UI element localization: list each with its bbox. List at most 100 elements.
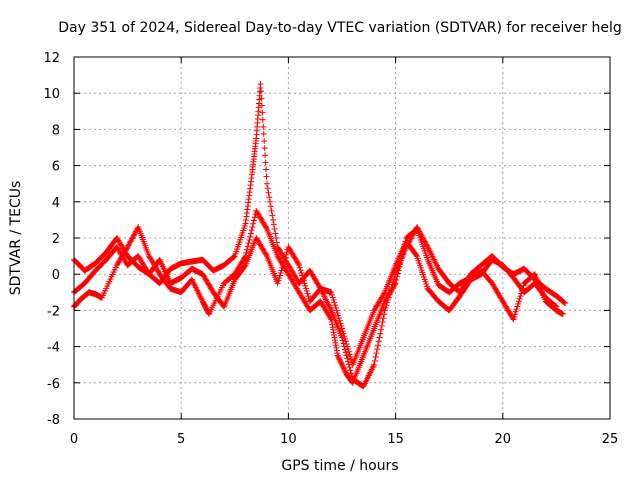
data-point-marker — [553, 303, 560, 310]
data-point-marker — [340, 330, 347, 337]
data-point-marker — [376, 334, 383, 341]
data-point-marker — [269, 212, 276, 219]
data-point-marker — [276, 275, 283, 282]
data-point-marker — [243, 249, 250, 256]
data-point-marker — [267, 198, 274, 205]
data-point-marker — [283, 251, 290, 258]
data-point-marker — [281, 256, 288, 263]
data-point-marker — [559, 311, 566, 318]
data-point-marker — [270, 216, 277, 223]
data-point-marker — [275, 277, 282, 284]
data-point-marker — [335, 353, 342, 360]
data-point-marker — [552, 303, 559, 310]
data-point-marker — [279, 264, 286, 271]
data-point-marker — [277, 269, 284, 276]
data-point-marker — [515, 298, 522, 305]
x-tick-label: 20 — [495, 432, 512, 447]
data-point-marker — [296, 264, 303, 271]
y-tick-label: -4 — [47, 341, 60, 356]
data-point-marker — [391, 281, 398, 288]
data-point-marker — [512, 311, 519, 318]
data-point-marker — [299, 272, 306, 279]
data-point-marker — [329, 294, 336, 301]
y-tick-label: 2 — [52, 232, 60, 247]
data-point-marker — [513, 306, 520, 313]
data-point-marker — [248, 227, 255, 234]
data-point-marker — [249, 224, 256, 231]
data-points — [71, 81, 568, 390]
x-tick-label: 25 — [602, 432, 619, 447]
data-point-marker — [560, 299, 567, 306]
data-point-marker — [339, 325, 345, 332]
data-point-marker — [298, 269, 305, 276]
data-point-marker — [251, 214, 258, 221]
data-point-marker — [373, 350, 380, 357]
data-point-marker — [304, 290, 311, 297]
x-tick-label: 10 — [280, 432, 297, 447]
y-tick-label: -8 — [47, 413, 60, 428]
data-point-marker — [333, 307, 340, 314]
axis-ticks: 0 5 10 15 20 25 -8 -6 -4 -2 0 2 4 6 8 10 12 — [43, 51, 618, 447]
data-point-marker — [246, 236, 253, 243]
data-point-marker — [339, 362, 346, 369]
y-tick-label: -6 — [47, 377, 60, 392]
data-point-marker — [263, 173, 270, 180]
data-point-marker — [271, 225, 278, 232]
data-point-marker — [257, 81, 264, 88]
data-point-marker — [258, 95, 265, 102]
data-point-marker — [336, 317, 343, 324]
data-point-marker — [379, 319, 386, 326]
data-point-marker — [347, 367, 354, 374]
data-point-marker — [337, 359, 344, 366]
data-point-marker — [244, 243, 251, 250]
data-point-marker — [345, 348, 352, 355]
data-point-marker — [510, 316, 517, 323]
data-point-marker — [328, 289, 335, 296]
data-point-marker — [337, 320, 344, 327]
y-tick-label: 12 — [43, 51, 60, 66]
data-point-marker — [273, 235, 280, 241]
data-point-marker — [339, 328, 346, 335]
data-point-marker — [346, 364, 353, 371]
data-point-marker — [340, 365, 347, 372]
data-point-marker — [332, 304, 339, 311]
data-point-marker — [263, 180, 270, 187]
data-point-marker — [371, 361, 378, 368]
data-point-marker — [268, 207, 275, 214]
y-tick-label: 6 — [52, 160, 60, 175]
x-tick-label: 0 — [70, 432, 78, 447]
data-point-marker — [381, 311, 388, 318]
data-point-marker — [264, 185, 271, 192]
data-point-marker — [394, 273, 401, 280]
series-track-b — [71, 207, 566, 386]
data-point-marker — [374, 342, 381, 349]
x-tick-label: 15 — [387, 432, 404, 447]
data-point-marker — [342, 338, 349, 345]
data-point-marker — [515, 300, 522, 307]
data-point-marker — [247, 230, 254, 237]
data-point-marker — [375, 338, 382, 345]
data-point-marker — [339, 361, 345, 368]
data-point-marker — [334, 352, 341, 359]
data-point-marker — [338, 322, 345, 329]
data-point-marker — [378, 326, 385, 333]
data-point-marker — [258, 102, 265, 109]
data-point-marker — [301, 280, 308, 287]
data-point-marker — [380, 315, 387, 322]
data-point-marker — [299, 275, 306, 282]
y-tick-label: 4 — [52, 196, 60, 211]
data-point-marker — [343, 352, 350, 359]
data-point-marker — [344, 343, 351, 350]
data-point-marker — [516, 295, 523, 302]
data-point-marker — [342, 335, 349, 342]
data-point-marker — [296, 262, 303, 269]
data-point-marker — [344, 355, 351, 362]
data-point-marker — [305, 293, 312, 300]
y-tick-label: 10 — [43, 87, 60, 102]
data-point-marker — [392, 280, 399, 287]
data-point-marker — [257, 88, 264, 95]
data-point-marker — [260, 130, 267, 137]
data-point-marker — [295, 260, 302, 267]
data-point-marker — [262, 159, 269, 166]
